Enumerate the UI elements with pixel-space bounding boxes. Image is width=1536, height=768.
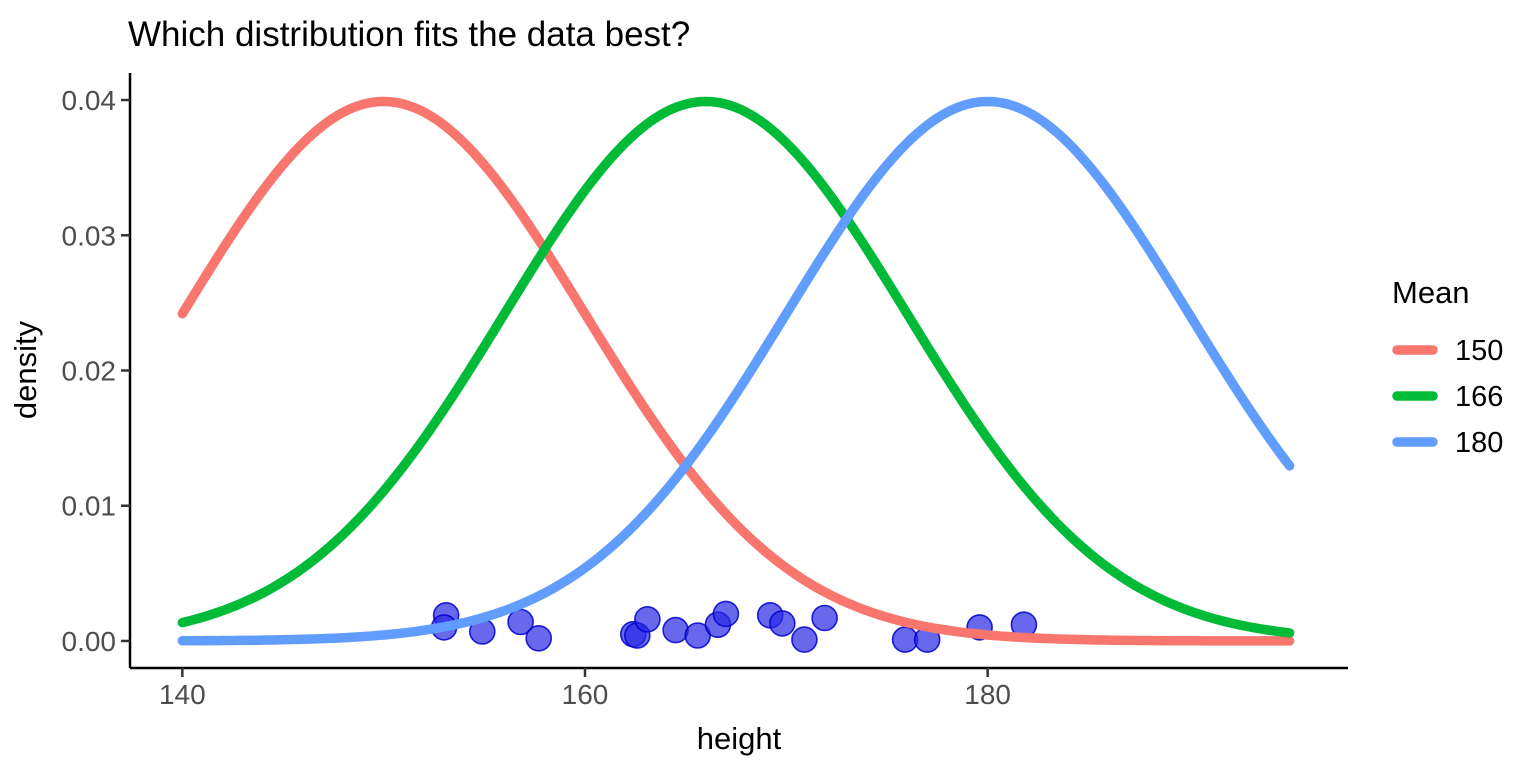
x-axis-ticks: 140 160 180 (159, 668, 1011, 710)
data-point (791, 626, 818, 653)
legend-title: Mean (1392, 275, 1470, 310)
density-curve-mean-150 (177, 96, 1295, 646)
x-axis-title: height (697, 721, 782, 756)
x-tick-label: 180 (964, 679, 1011, 710)
data-point (891, 626, 919, 653)
y-tick-label: 0.00 (62, 626, 117, 657)
y-axis-ticks: 0.00 0.01 0.02 0.03 0.04 (62, 85, 130, 657)
data-point (811, 604, 838, 632)
data-point (768, 610, 796, 637)
y-tick-label: 0.03 (62, 220, 117, 251)
legend-entries: 150 166 180 (1392, 335, 1503, 459)
density-curves-layer (177, 96, 1295, 646)
y-tick-label: 0.01 (62, 491, 117, 522)
data-point (525, 624, 553, 652)
legend: Mean 150 166 180 (1392, 275, 1503, 459)
y-tick-label: 0.04 (62, 85, 117, 116)
data-point (712, 600, 740, 628)
legend-label-180: 180 (1455, 427, 1503, 459)
legend-label-150: 150 (1455, 335, 1503, 367)
data-point (634, 605, 661, 633)
legend-label-166: 166 (1455, 381, 1503, 413)
y-tick-label: 0.02 (62, 356, 117, 387)
y-axis-title: density (8, 320, 43, 419)
x-tick-label: 140 (159, 679, 206, 710)
chart-title: Which distribution fits the data best? (128, 15, 690, 54)
x-tick-label: 160 (562, 679, 609, 710)
density-curve-mean-166 (177, 96, 1295, 638)
data-point (662, 616, 689, 644)
density-curve-mean-180 (177, 96, 1295, 646)
